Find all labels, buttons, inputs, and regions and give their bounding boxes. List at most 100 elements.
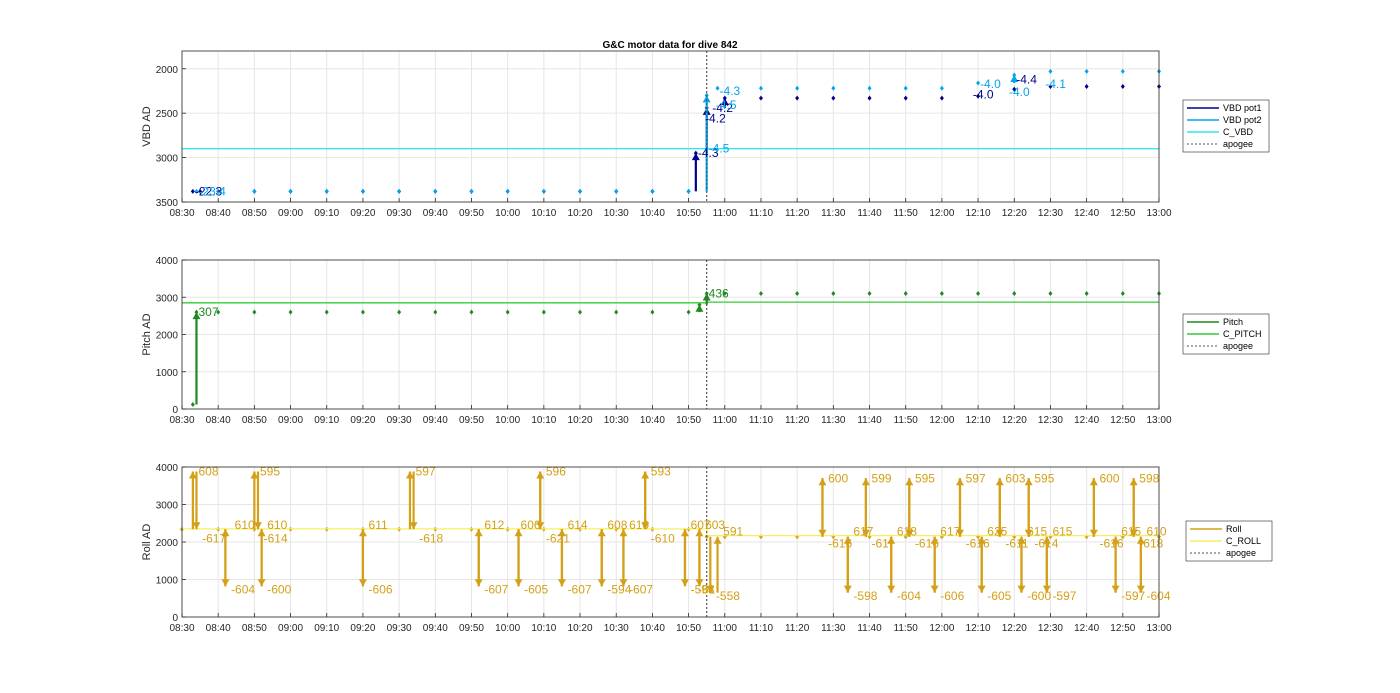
data-point — [1048, 68, 1053, 74]
x-tick-label: 11:30 — [821, 623, 846, 634]
x-tick-label: 10:20 — [568, 415, 593, 426]
move-arrow-head — [702, 95, 711, 103]
legend-label: C_VBD — [1223, 127, 1254, 137]
data-point — [469, 309, 474, 315]
data-label: -616 — [1099, 537, 1123, 551]
data-point — [795, 85, 800, 91]
data-point — [686, 309, 691, 315]
data-point — [1012, 86, 1017, 92]
x-tick-label: 11:50 — [894, 415, 919, 426]
x-tick-label: 12:10 — [966, 623, 991, 634]
data-point — [505, 309, 510, 315]
x-tick-label: 09:10 — [314, 623, 339, 634]
data-point — [614, 188, 619, 194]
roll-arrow-head — [861, 529, 870, 537]
x-tick-label: 11:20 — [785, 415, 810, 426]
data-label: -621 — [546, 531, 570, 545]
data-label: -604 — [231, 582, 255, 596]
data-point — [650, 188, 655, 194]
data-label: -4.0 — [1009, 85, 1030, 99]
move-arrow-head — [1010, 74, 1019, 82]
data-point — [288, 188, 293, 194]
data-point — [1048, 84, 1053, 90]
y-tick-label: 4000 — [156, 256, 179, 267]
roll-arrow-head — [818, 529, 827, 537]
data-point — [903, 291, 908, 297]
roll-arrow-head — [887, 536, 896, 544]
data-point — [976, 93, 981, 99]
data-point — [190, 188, 195, 194]
x-tick-label: 08:40 — [206, 623, 231, 634]
data-label: 595 — [260, 465, 280, 479]
data-point — [1120, 84, 1125, 90]
legend-box — [1182, 313, 1270, 355]
y-tick-label: 2000 — [156, 331, 179, 342]
roll-arrow-head — [557, 529, 566, 537]
x-tick-label: 11:30 — [821, 415, 846, 426]
roll-arrow-head — [977, 536, 986, 544]
data-point — [831, 85, 836, 91]
move-arrow-head — [192, 312, 201, 320]
roll-arrow-head — [1089, 529, 1098, 537]
y-tick-label: 2000 — [156, 65, 179, 76]
data-label: -606 — [940, 589, 964, 603]
roll-arrow-head — [474, 529, 483, 537]
x-tick-label: 08:50 — [242, 208, 267, 219]
figure-title: G&C motor data for dive 842 — [602, 40, 737, 51]
x-tick-label: 09:00 — [278, 208, 303, 219]
roll-arrow-head — [250, 471, 259, 479]
roll-arrow-head — [706, 585, 715, 593]
roll-arrow-head — [188, 471, 197, 479]
vbd-panel: 08:30 08:40 08:50 09:00 09:10 09:20 09:30 09:40… — [141, 50, 1270, 219]
data-point — [360, 188, 365, 194]
data-label: 597 — [966, 471, 986, 485]
x-tick-label: 11:40 — [857, 623, 882, 634]
legend-label: VBD pot2 — [1223, 115, 1262, 125]
data-label: -594 — [607, 582, 631, 596]
data-label: 595 — [915, 471, 935, 485]
data-label: 598 — [1139, 471, 1159, 485]
data-point — [867, 291, 872, 297]
data-label: -610 — [651, 531, 675, 545]
x-tick-label: 12:00 — [929, 623, 954, 634]
data-point — [397, 309, 402, 315]
x-tick-label: 10:10 — [531, 415, 556, 426]
roll-arrow-head — [1024, 529, 1033, 537]
x-tick-label: 12:00 — [929, 208, 954, 219]
data-point — [397, 188, 402, 194]
data-point — [541, 188, 546, 194]
x-tick-label: 11:50 — [894, 208, 919, 219]
legend-label: Roll — [1226, 524, 1242, 534]
roll-arrow-head — [955, 529, 964, 537]
x-tick-label: 09:30 — [387, 208, 412, 219]
x-tick-label: 10:30 — [604, 415, 629, 426]
data-point — [252, 309, 257, 315]
data-label: 610 — [267, 518, 287, 532]
x-tick-label: 08:40 — [206, 208, 231, 219]
data-label: 599 — [872, 471, 892, 485]
legend-label: VBD pot1 — [1223, 103, 1262, 113]
x-tick-label: 10:40 — [640, 208, 665, 219]
data-label: -606 — [369, 582, 393, 596]
data-point — [976, 80, 981, 86]
roll-arrow-head — [641, 522, 650, 530]
roll-arrow-head — [257, 529, 266, 537]
legend-label: Pitch — [1223, 317, 1243, 327]
x-tick-label: 11:00 — [713, 208, 738, 219]
x-tick-label: 09:00 — [278, 623, 303, 634]
y-tick-label: 3000 — [156, 293, 179, 304]
data-point — [795, 291, 800, 297]
data-label: -4.3 — [720, 84, 741, 98]
x-tick-label: 13:00 — [1146, 623, 1171, 634]
x-tick-label: 11:40 — [857, 208, 882, 219]
move-arrow-head — [720, 98, 729, 106]
data-label: 610 — [235, 518, 255, 532]
data-label: 625 — [987, 525, 1007, 539]
move-arrow-head — [691, 153, 700, 161]
x-tick-label: 10:20 — [568, 623, 593, 634]
y-tick-label: 3500 — [156, 198, 179, 209]
roll-arrow-head — [995, 529, 1004, 537]
x-tick-label: 11:20 — [785, 623, 810, 634]
data-label: -558 — [716, 589, 740, 603]
